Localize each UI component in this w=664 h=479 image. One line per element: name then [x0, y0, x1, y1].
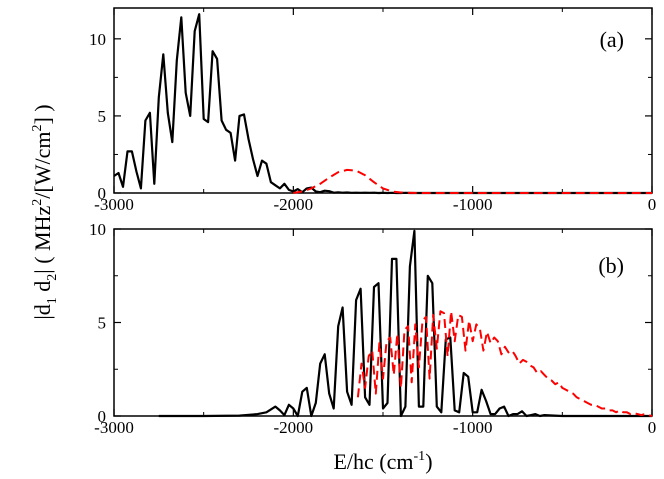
x-tick-label: -3000	[94, 195, 134, 214]
panel-a-series-dashed-red-line	[293, 168, 652, 194]
y-tick-label: 5	[98, 107, 107, 126]
panel-b: -3000 -2000 -1000 0 0 5 10 (b)	[89, 220, 656, 437]
y-tick-label: 0	[98, 184, 107, 203]
x-axis-title-sup: -1	[414, 449, 426, 464]
panel-a: -3000 -2000 -1000 0 0 5 10 (a)	[89, 7, 656, 214]
y-axis-title: |d1 d2| ( MHz2/[W/cm2] )	[30, 104, 60, 319]
x-axis-title-end: )	[425, 449, 432, 474]
y-title-part-1: 1	[45, 297, 60, 304]
y-title-part-7: 2	[30, 125, 45, 132]
y-title-part-4: | ( MHz	[30, 206, 55, 274]
panel-a-series	[113, 13, 652, 195]
panel-b-series-dashed-red-line	[356, 310, 653, 417]
y-tick-label: 0	[98, 407, 107, 426]
y-title-part-3: 2	[45, 274, 60, 281]
panel-a-label: (a)	[600, 27, 624, 52]
panel-a-ticks: -3000 -2000 -1000 0 0 5 10	[89, 8, 656, 214]
panel-b-ticks: -3000 -2000 -1000 0 0 5 10	[89, 220, 656, 437]
x-axis-title-main: E/hc (cm	[333, 449, 413, 474]
x-tick-label: -2000	[273, 418, 313, 437]
panel-a-series-solid-black-line	[113, 13, 652, 195]
x-tick-label: -3000	[94, 418, 134, 437]
y-title-part-2: d	[30, 281, 55, 298]
panel-b-series-solid-black-line	[158, 229, 652, 418]
x-tick-label: 0	[648, 418, 657, 437]
y-tick-label: 10	[89, 30, 106, 49]
x-tick-label: -2000	[273, 195, 313, 214]
y-title-part-8: ] )	[30, 104, 55, 124]
y-tick-label: 5	[98, 314, 107, 333]
y-title-part-6: /[W/cm	[30, 132, 55, 199]
x-axis-title: E/hc (cm-1)	[333, 449, 432, 474]
x-tick-label: -1000	[453, 195, 493, 214]
y-tick-label: 10	[89, 220, 106, 239]
panel-b-series	[158, 229, 653, 418]
x-tick-label: -1000	[453, 418, 493, 437]
y-title-part-5: 2	[30, 199, 45, 206]
y-title-part-0: |d	[30, 304, 55, 319]
panel-b-label: (b)	[598, 253, 624, 278]
x-tick-label: 0	[648, 195, 657, 214]
